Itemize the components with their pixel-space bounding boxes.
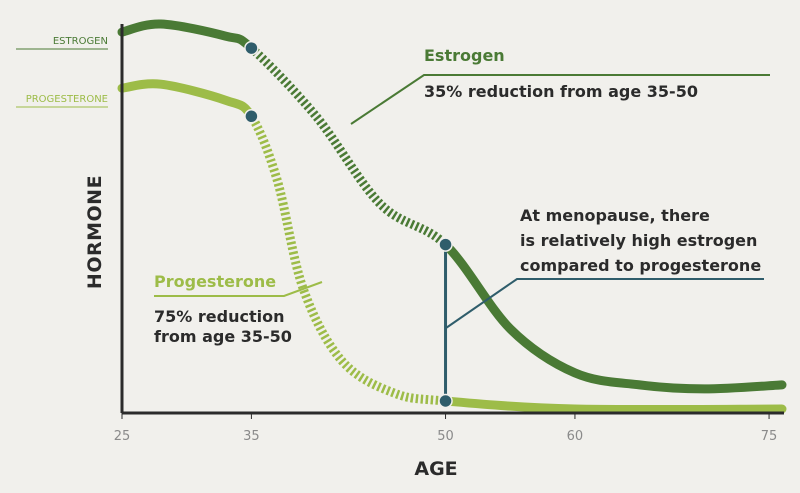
series-estrogen-line-decline	[251, 42, 446, 252]
x-tick-labels: 25 35 50 60 75	[114, 413, 778, 444]
x-tick-label-50: 50	[437, 429, 454, 444]
progesterone-callout-line	[154, 281, 323, 297]
menopause-annotation-line2: is relatively high estrogen	[520, 231, 757, 250]
key-point-estrogen-35	[244, 40, 259, 56]
estrogen-annotation-text: 35% reduction from age 35-50	[424, 82, 698, 101]
series-estrogen-line-post50	[117, 19, 787, 394]
x-tick-label-60: 60	[567, 429, 584, 444]
x-tick-label-35: 35	[243, 429, 260, 444]
menopause-annotation-line3: compared to progesterone	[520, 256, 761, 275]
key-point-estrogen-50	[438, 237, 453, 252]
key-point-progesterone-35	[244, 109, 259, 124]
estrogen-annotation-title: Estrogen	[424, 46, 505, 65]
legend-estrogen-label: ESTROGEN	[53, 36, 108, 47]
menopause-callout-line	[445, 278, 764, 329]
progesterone-annotation-title: Progesterone	[154, 272, 276, 291]
y-axis-label: HORMONE	[84, 175, 106, 289]
menopause-annotation-line1: At menopause, there	[520, 206, 710, 225]
x-tick-label-25: 25	[114, 429, 131, 444]
series-progesterone-line-post50	[117, 79, 787, 415]
x-tick-label-75: 75	[761, 429, 778, 444]
x-axis-label: AGE	[414, 458, 457, 480]
series-progesterone-line-decline	[251, 108, 446, 406]
series-estrogen-line-pre35	[120, 19, 783, 394]
progesterone-annotation-line1: 75% reduction	[154, 307, 284, 326]
progesterone-annotation-line2: from age 35-50	[154, 327, 292, 346]
legend-progesterone-label: PROGESTERONE	[26, 94, 108, 105]
key-point-progesterone-50	[438, 393, 453, 409]
plot-area	[117, 19, 787, 415]
estrogen-callout-line	[350, 74, 770, 125]
series-progesterone-line-pre35	[121, 79, 783, 415]
